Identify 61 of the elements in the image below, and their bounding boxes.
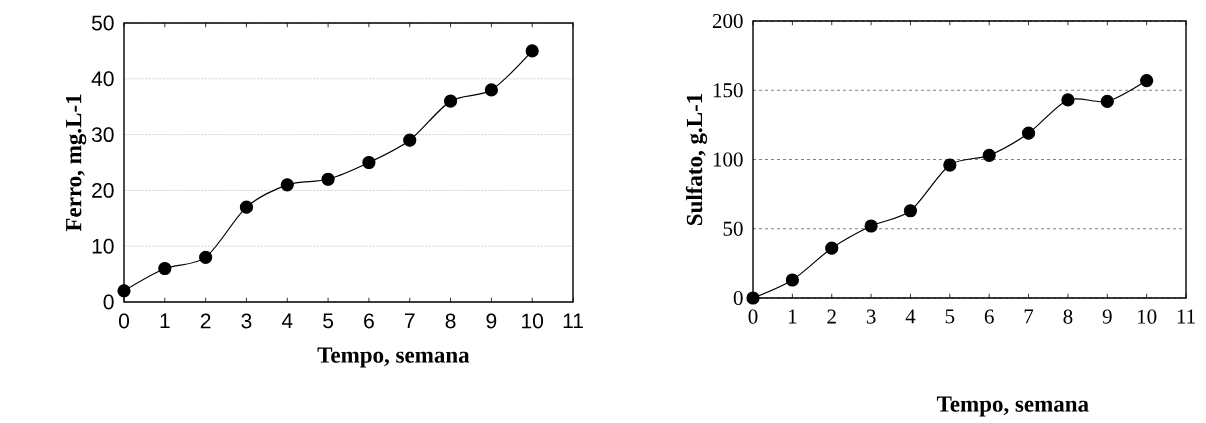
- x-tick-label: 6: [984, 309, 994, 324]
- x-tick-label: 11: [1177, 309, 1195, 324]
- point: [864, 219, 878, 233]
- y-tick-label: 40: [91, 71, 114, 87]
- point: [199, 250, 213, 264]
- x-tick-label: 8: [1063, 309, 1073, 324]
- point: [1061, 93, 1075, 107]
- x-tick-label: 10: [1138, 309, 1157, 324]
- point: [785, 273, 799, 287]
- point: [117, 284, 131, 298]
- x-tick-label: 9: [1102, 309, 1112, 324]
- point: [903, 204, 918, 218]
- x-tick-label: 6: [364, 313, 374, 329]
- y-axis-title: Ferro, mg.L-1: [65, 94, 87, 232]
- point: [982, 148, 996, 162]
- y-tick-label: 50: [91, 15, 114, 31]
- y-tick-label: 50: [723, 221, 743, 236]
- x-tick-label: 0: [118, 313, 130, 329]
- point: [362, 155, 376, 170]
- point: [943, 158, 957, 172]
- x-tick-label: 10: [522, 313, 544, 329]
- y-tick-label: 20: [92, 182, 114, 198]
- x-tick-label: 7: [1024, 309, 1034, 324]
- x-tick-label: 5: [323, 313, 334, 329]
- y-axis-title: Sulfato, g.L-1: [685, 93, 708, 226]
- point: [1021, 126, 1036, 140]
- point: [443, 94, 458, 108]
- point: [239, 200, 254, 214]
- y-tick-label: 30: [91, 127, 114, 143]
- y-tick-label: 0: [103, 294, 114, 310]
- y-tick-label: 150: [713, 83, 743, 98]
- x-tick-label: 11: [563, 313, 583, 328]
- x-tick-label: 4: [905, 309, 916, 324]
- x-tick-label: 5: [945, 309, 955, 324]
- x-tick-label: 1: [788, 309, 797, 324]
- point: [1140, 73, 1154, 88]
- x-tick-label: 0: [748, 309, 758, 324]
- x-tick-label: 3: [866, 309, 876, 324]
- x-axis-title: Tempo, semana: [936, 396, 1089, 417]
- x-tick-label: 7: [404, 313, 415, 328]
- point: [403, 133, 417, 147]
- x-tick-label: 2: [200, 313, 211, 329]
- point: [746, 291, 760, 305]
- x-tick-label: 4: [281, 313, 293, 328]
- x-tick-label: 3: [241, 313, 252, 329]
- x-tick-label: 1: [160, 313, 170, 328]
- point: [825, 241, 839, 255]
- y-tick-label: 0: [733, 290, 743, 306]
- point: [525, 44, 539, 58]
- y-tick-label: 10: [92, 238, 114, 254]
- x-tick-label: 8: [445, 313, 456, 329]
- x-axis-title: Tempo, semana: [317, 347, 470, 368]
- x-tick-label: 2: [827, 309, 836, 324]
- point: [321, 172, 335, 186]
- x-tick-label: 9: [486, 313, 497, 329]
- point: [1100, 94, 1114, 108]
- point: [158, 261, 172, 276]
- y-tick-label: 100: [713, 152, 743, 167]
- point: [484, 83, 498, 97]
- y-tick-label: 200: [712, 13, 743, 29]
- point: [280, 178, 294, 192]
